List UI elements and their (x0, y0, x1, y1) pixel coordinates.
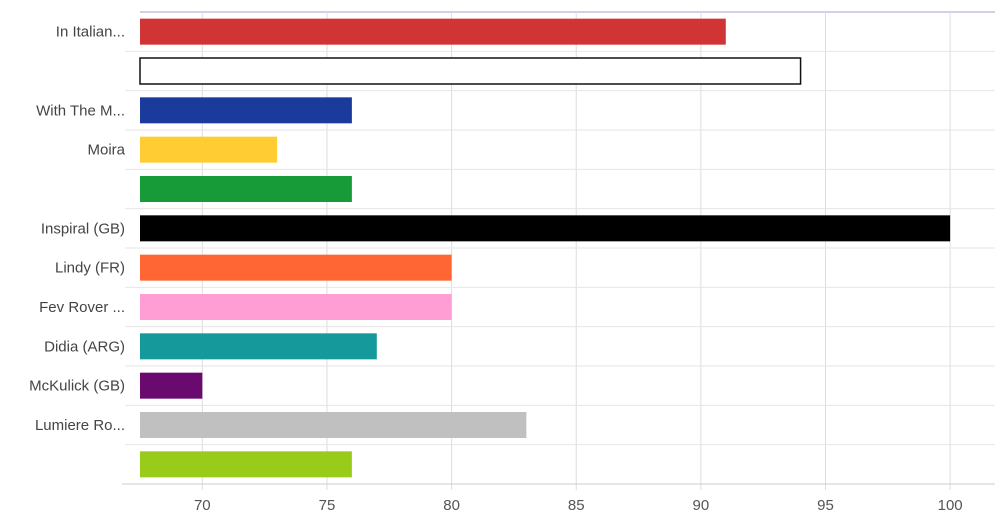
x-tick-label: 85 (568, 497, 585, 514)
bar (140, 333, 377, 360)
category-label: Didia (ARG) (44, 338, 125, 355)
bar (140, 136, 278, 163)
x-tick-label: 80 (443, 497, 460, 514)
x-tick-label: 95 (817, 497, 834, 514)
bar (140, 412, 527, 438)
category-label: Lindy (FR) (55, 260, 125, 277)
category-label: Moira (87, 142, 125, 159)
category-label: In Italian... (56, 24, 125, 41)
bar (140, 97, 352, 124)
x-tick-label: 75 (319, 497, 336, 514)
bar (140, 372, 203, 399)
bar-layer (139, 18, 951, 478)
axis-layer: 70 75 80 85 90 95 100 (122, 483, 995, 514)
label-layer: In Italian... With The M... Moira Inspiral … (29, 24, 125, 434)
bar (140, 215, 951, 242)
x-tick-label: 90 (693, 497, 710, 514)
bar (140, 294, 452, 320)
bar (140, 254, 452, 281)
x-tick-label: 100 (938, 497, 963, 514)
bar (140, 18, 726, 45)
x-tick-label: 70 (194, 497, 211, 514)
bar (140, 176, 352, 202)
bar (139, 57, 802, 85)
grid-layer (125, 11, 995, 490)
category-label: McKulick (GB) (29, 378, 125, 395)
bar (140, 451, 352, 478)
category-label: With The M... (36, 102, 125, 119)
category-label: Inspiral (GB) (41, 220, 125, 237)
category-label: Lumiere Ro... (35, 417, 125, 434)
category-label: Fev Rover ... (39, 299, 125, 316)
